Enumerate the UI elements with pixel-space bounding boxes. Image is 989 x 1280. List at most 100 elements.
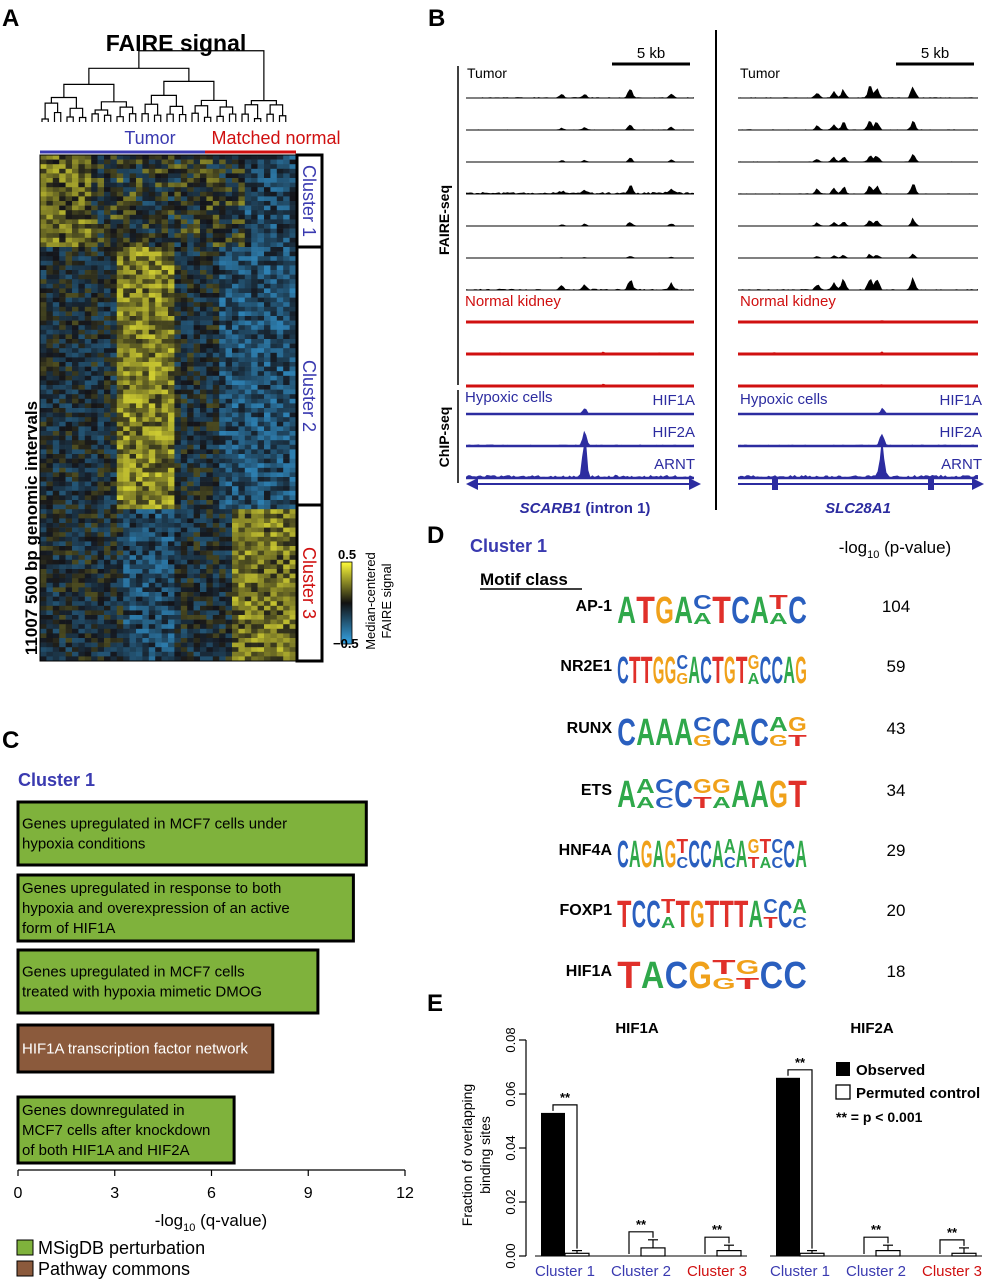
heatmap-cell — [136, 316, 143, 321]
colorbar-max: 0.5 — [338, 547, 356, 562]
heatmap-cell — [148, 375, 156, 381]
heatmap-cell — [142, 201, 150, 206]
heatmap-cell — [129, 615, 137, 620]
heatmap-cell — [276, 352, 284, 358]
heatmap-cell — [264, 237, 271, 243]
heatmap-cell — [187, 334, 194, 340]
heatmap-cell — [97, 541, 105, 547]
heatmap-cell — [40, 633, 47, 639]
heatmap-cell — [193, 518, 201, 524]
motif-logo-letter: C — [750, 712, 769, 754]
heatmap-cell — [40, 159, 47, 165]
heatmap-cell — [283, 472, 290, 478]
heatmap-cell — [65, 638, 73, 643]
heatmap-cell — [283, 242, 290, 248]
heatmap-cell — [129, 449, 137, 455]
heatmap-cell — [206, 481, 214, 487]
heatmap-cell — [59, 500, 66, 505]
heatmap-cell — [78, 343, 86, 349]
heatmap-cell — [193, 458, 201, 464]
heatmap-cell — [200, 628, 207, 634]
heatmap-cell — [161, 260, 169, 266]
heatmap-cell — [219, 279, 226, 285]
heatmap-cell — [136, 454, 143, 459]
heatmap-cell — [52, 417, 60, 423]
heatmap-cell — [72, 182, 79, 188]
heatmap-cell — [206, 463, 214, 469]
heatmap-cell — [116, 398, 124, 404]
heatmap-cell — [289, 155, 297, 160]
heatmap-cell — [289, 196, 297, 202]
heatmap-cell — [206, 178, 214, 183]
heatmap-cell — [289, 656, 297, 662]
heatmap-cell — [78, 596, 86, 602]
heatmap-cell — [187, 256, 194, 262]
heatmap-cell — [206, 325, 214, 331]
faire-label: FAIRE-seq — [436, 185, 452, 255]
heatmap-cell — [187, 596, 194, 602]
heatmap-cell — [276, 293, 284, 298]
heatmap-cell — [270, 421, 278, 427]
heatmap-cell — [104, 348, 111, 354]
gene-label-left: SCARB1 (intron 1) — [520, 500, 651, 517]
heatmap-cell — [200, 237, 207, 243]
heatmap-cell — [40, 509, 47, 515]
heatmap-cell — [193, 343, 201, 349]
heatmap-cell — [244, 578, 252, 584]
heatmap-cell — [212, 431, 220, 436]
heatmap-cell — [212, 233, 220, 239]
heatmap-cell — [46, 481, 54, 487]
heatmap-cell — [206, 233, 214, 239]
heatmap-cell — [251, 274, 258, 280]
heatmap-cell — [123, 302, 130, 308]
heatmap-cell — [46, 352, 54, 358]
heatmap-cell — [123, 339, 130, 344]
heatmap-cell — [78, 573, 86, 579]
heatmap-cell — [142, 196, 150, 202]
enrichment-bar — [16, 948, 320, 1015]
heatmap-cell — [104, 288, 111, 294]
heatmap-cell — [116, 334, 124, 340]
tumor-track-signal — [466, 157, 694, 162]
heatmap-cell — [110, 228, 118, 234]
heatmap-cell — [84, 500, 92, 505]
heatmap-cell — [206, 155, 214, 160]
heatmap-cell — [155, 306, 162, 312]
heatmap-cell — [264, 256, 271, 262]
heatmap-cell — [97, 224, 105, 229]
heatmap-cell — [78, 224, 86, 229]
heatmap-cell — [148, 569, 156, 574]
heatmap-cell — [251, 348, 258, 354]
heatmap-cell — [142, 265, 150, 271]
heatmap-cell — [219, 375, 226, 381]
heatmap-cell — [264, 573, 271, 579]
heatmap-cell — [270, 615, 278, 620]
heatmap-cell — [40, 182, 47, 188]
e-y-tick-label: 0.06 — [503, 1081, 518, 1106]
heatmap-cell — [123, 619, 130, 625]
heatmap-cell — [97, 265, 105, 271]
motif-logo-letter: C — [788, 590, 807, 632]
heatmap-cell — [264, 274, 271, 280]
heatmap-cell — [264, 214, 271, 220]
heatmap-cell — [148, 532, 156, 538]
motif-logo-letter: C — [693, 592, 712, 614]
heatmap-cell — [110, 403, 118, 409]
heatmap-cell — [193, 265, 201, 271]
heatmap-cell — [123, 477, 130, 482]
heatmap-cell — [270, 325, 278, 331]
heatmap-cell — [161, 472, 169, 478]
heatmap-cell — [123, 587, 130, 593]
heatmap-cell — [225, 375, 233, 381]
heatmap-cell — [148, 527, 156, 533]
heatmap-cell — [180, 260, 188, 266]
heatmap-cell — [52, 472, 60, 478]
heatmap-cell — [225, 536, 233, 542]
heatmap-cell — [187, 472, 194, 478]
heatmap-cell — [251, 546, 258, 551]
heatmap-cell — [276, 532, 284, 538]
heatmap-cell — [97, 656, 105, 662]
heatmap-cell — [225, 426, 233, 432]
heatmap-cell — [238, 251, 246, 257]
heatmap-cell — [84, 366, 92, 372]
